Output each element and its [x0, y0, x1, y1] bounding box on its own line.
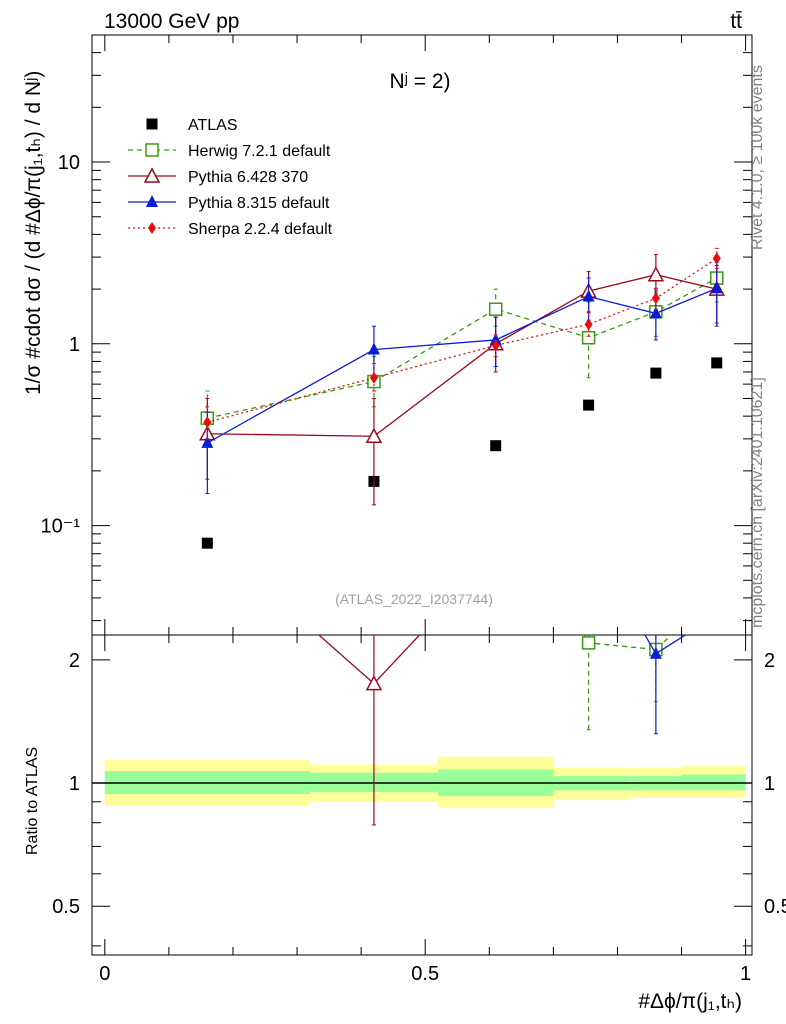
ratio-line-pythia-6-428-370: [317, 635, 421, 685]
series-line-herwig-7-2-1-default: [207, 277, 718, 419]
series-line-sherpa-2-2-4-default: [207, 257, 718, 423]
ratio-point-pythia-8-315-default: [649, 646, 662, 659]
series-line-pythia-6-428-370: [207, 274, 717, 437]
ratio-tick-label: 2: [69, 650, 80, 672]
ratio-tick-label: 1: [69, 773, 80, 795]
ratio-tick-label-right: 2: [764, 650, 775, 672]
point-herwig-7-2-1-default: [488, 302, 503, 316]
point-pythia-8-315-default: [710, 281, 723, 294]
ratio-y-axis-label: Ratio to ATLAS: [24, 747, 41, 855]
legend-label-pythia-8-315-default: Pythia 8.315 default: [188, 195, 330, 212]
point-sherpa-2-2-4-default: [584, 318, 593, 331]
point-pythia-8-315-default: [367, 342, 380, 355]
x-tick-label: 0.5: [411, 963, 439, 985]
point-pythia-8-315-default: [489, 332, 502, 345]
series-line-pythia-8-315-default: [207, 287, 718, 444]
legend-label-pythia-6-428-370: Pythia 6.428 370: [188, 169, 308, 186]
point-atlas: [583, 399, 595, 411]
ratio-clipped: [317, 635, 687, 826]
title-left: 13000 GeV pp: [104, 10, 239, 33]
axis-ticks: 0 0.5 1 10⁻¹ 1 10 0.5 0.5 1 1 2 2: [41, 34, 786, 985]
point-pythia-6-428-370: [365, 427, 383, 444]
legend: ATLAS Herwig 7.2.1 default Pythia 6.428 37…: [128, 117, 333, 238]
point-pythia-8-315-default: [201, 435, 214, 448]
point-sherpa-2-2-4-default: [651, 292, 660, 305]
point-sherpa-2-2-4-default: [712, 252, 721, 265]
point-pythia-6-428-370: [647, 266, 665, 282]
inner-title: Nʲ = 2): [389, 70, 450, 93]
legend-label-atlas: ATLAS: [188, 117, 238, 134]
ratio-bands: [92, 756, 752, 808]
x-tick-label: 0: [99, 963, 110, 985]
y-tick-label: 10⁻¹: [41, 516, 81, 538]
title-right: tt̄: [730, 10, 742, 33]
point-herwig-7-2-1-default: [581, 330, 596, 345]
legend-label-herwig-7-2-1-default: Herwig 7.2.1 default: [188, 143, 331, 160]
ratio-line-herwig-7-2-1-default: [583, 635, 673, 651]
series-layer: [199, 247, 726, 549]
ratio-tick-label-right: 0.5: [764, 896, 786, 918]
ratio-tick-label-right: 1: [764, 773, 775, 795]
legend-marker-pythia-8-315-default: [146, 195, 158, 207]
legend-marker-herwig-7-2-1-default: [145, 143, 159, 157]
point-atlas: [201, 537, 213, 549]
analysis-tag: (ATLAS_2022_I2037744): [335, 591, 493, 607]
legend-marker-sherpa-2-2-4-default: [148, 222, 156, 234]
x-axis-label: #Δϕ/π(j₁,tₕ): [638, 990, 742, 1013]
y-tick-label: 10: [58, 152, 80, 174]
side-label-bottom: mcplots.cern.ch [arXiv:2401.10621]: [749, 377, 766, 628]
ratio-frame: [91, 634, 753, 956]
legend-marker-pythia-6-428-370: [143, 167, 161, 183]
point-atlas: [711, 357, 723, 369]
point-sherpa-2-2-4-default: [369, 371, 378, 384]
ratio-tick-label: 0.5: [52, 896, 80, 918]
point-pythia-8-315-default: [649, 306, 662, 319]
point-sherpa-2-2-4-default: [203, 416, 212, 429]
ratio-layer: [317, 635, 687, 826]
ratio-line-pythia-8-315-default: [644, 635, 687, 655]
point-pythia-8-315-default: [582, 289, 595, 302]
point-atlas: [650, 367, 662, 379]
point-sherpa-2-2-4-default: [491, 339, 500, 352]
side-label-top: Rivet 4.1.0, ≥ 100k events: [749, 65, 766, 250]
x-tick-label: 1: [740, 963, 751, 985]
y-tick-label: 1: [69, 334, 80, 356]
legend-label-sherpa-2-2-4-default: Sherpa 2.2.4 default: [188, 221, 333, 238]
point-atlas: [490, 440, 502, 452]
y-axis-label: 1/σ #cdot dσ / (d #Δϕ/π(j₁,tₕ) / d Nʲ): [22, 71, 45, 395]
ratio-point-pythia-6-428-370: [365, 674, 383, 691]
ratio-point-herwig-7-2-1-default: [581, 636, 596, 650]
legend-marker-atlas: [146, 118, 158, 130]
